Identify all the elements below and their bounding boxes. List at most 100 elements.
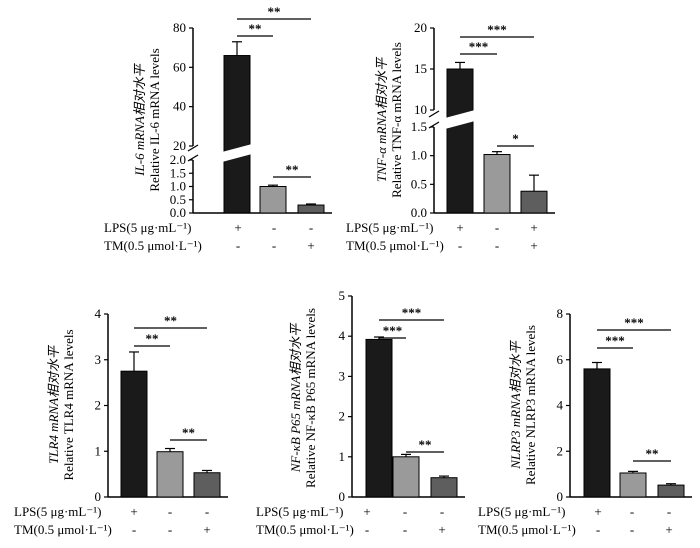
- lps-mark: -: [440, 504, 444, 519]
- tm-mark: +: [530, 238, 537, 253]
- lps-mark: -: [667, 504, 671, 519]
- chart-panel-il6: 0.00.51.01.52.020 40 60 80 ** ** ** IL-6 mRNA相对…: [104, 4, 332, 253]
- y-axis-label-cn: IL-6 mRNA相对水平: [132, 62, 147, 177]
- bar-lps: [619, 472, 647, 498]
- y-axis-label-en: Relative TLR4 mRNA levels: [61, 329, 76, 480]
- y-tick-label: 0.0: [170, 205, 186, 220]
- bar-lps: [156, 451, 184, 498]
- bar-control: [120, 370, 148, 498]
- tm-mark: -: [168, 522, 172, 537]
- significance-label: **: [268, 4, 281, 19]
- y-tick-label: 1: [95, 443, 102, 458]
- lps-mark: +: [234, 220, 241, 235]
- bar-break-gap: [445, 110, 475, 129]
- bar-control: [365, 338, 393, 498]
- y-tick-label: 20: [173, 138, 186, 153]
- axis-break-mark: [187, 144, 199, 152]
- tm-mark: -: [596, 522, 600, 537]
- y-tick-label: 1.0: [411, 148, 427, 163]
- bar-lps-tm: [657, 484, 685, 498]
- significance-label: ***: [624, 315, 644, 330]
- y-tick-label: 15: [414, 61, 427, 76]
- y-tick-label: 4: [557, 398, 564, 413]
- y-axis-label-en: Relative IL-6 mRNA levels: [147, 48, 162, 191]
- axis-break-mark: [428, 110, 440, 118]
- significance-label: **: [182, 425, 195, 440]
- significance-label: ***: [383, 323, 403, 338]
- bar-lps-tm: [193, 472, 221, 498]
- tm-mark: +: [665, 522, 672, 537]
- tm-mark: -: [458, 238, 462, 253]
- y-tick-label: 0.5: [411, 176, 427, 191]
- lps-row-label: LPS(5 μg·mL⁻¹): [346, 220, 433, 235]
- bar-lps-tm: [297, 204, 325, 214]
- tm-mark: -: [630, 522, 634, 537]
- lps-mark: +: [130, 504, 137, 519]
- lps-row-label: LPS(5 μg·mL⁻¹): [256, 504, 343, 519]
- significance-label: ***: [469, 39, 489, 54]
- significance-label: ***: [487, 22, 507, 37]
- y-tick-label: 4: [95, 306, 102, 321]
- significance-label: **: [164, 313, 177, 328]
- lps-mark: -: [630, 504, 634, 519]
- lps-row-label: LPS(5 μg·mL⁻¹): [104, 220, 191, 235]
- y-axis-label-en: Relative NF-κB P65 mRNA levels: [303, 308, 318, 488]
- bar-lps-tm: [520, 190, 548, 214]
- y-tick-label: 10: [414, 102, 427, 117]
- lps-mark: -: [309, 220, 313, 235]
- bar-control: [446, 68, 474, 214]
- y-tick-label: 1.5: [411, 119, 427, 134]
- y-axis-label-cn: NLRP3 mRNA相对水平: [508, 339, 523, 469]
- tm-mark: -: [495, 238, 499, 253]
- y-tick-label: 3: [339, 368, 346, 383]
- lps-mark: +: [594, 504, 601, 519]
- tm-row-label: TM(0.5 μmol·L⁻¹): [14, 522, 112, 537]
- lps-mark: -: [205, 504, 209, 519]
- y-tick-label: 80: [173, 20, 186, 35]
- tm-row-label: TM(0.5 μmol·L⁻¹): [478, 522, 576, 537]
- y-tick-label: 8: [557, 306, 564, 321]
- significance-label: ***: [402, 305, 422, 320]
- y-tick-label: 2: [557, 443, 564, 458]
- tm-mark: -: [272, 238, 276, 253]
- lps-mark: -: [168, 504, 172, 519]
- y-tick-label: 2.0: [170, 152, 186, 167]
- tm-mark: -: [403, 522, 407, 537]
- y-tick-label: 1: [339, 449, 346, 464]
- y-axis-label-cn: TNF-α mRNA相对水平: [374, 56, 389, 182]
- y-tick-label: 40: [173, 99, 186, 114]
- y-tick-label: 0: [95, 489, 102, 504]
- significance-label: *: [512, 131, 519, 146]
- lps-mark: -: [272, 220, 276, 235]
- y-axis-label-en: Relative NLRP3 mRNA levels: [523, 325, 538, 485]
- bar-control: [583, 368, 611, 498]
- y-tick-label: 60: [173, 59, 186, 74]
- lps-mark: +: [530, 220, 537, 235]
- y-tick-label: 2: [95, 398, 102, 413]
- significance-label: **: [419, 437, 432, 452]
- y-tick-label: 1.0: [170, 179, 186, 194]
- significance-label: **: [146, 331, 159, 346]
- bar-break-gap: [222, 144, 252, 162]
- bar-lps-tm: [430, 477, 458, 498]
- y-tick-label: 0.5: [170, 192, 186, 207]
- tm-mark: +: [438, 522, 445, 537]
- y-axis-label-en: Relative TNF-α mRNA levels: [389, 42, 404, 198]
- significance-label: **: [249, 21, 262, 36]
- tm-row-label: TM(0.5 μmol·L⁻¹): [256, 522, 354, 537]
- tm-mark: -: [365, 522, 369, 537]
- chart-panel-tlr4: 0 1 2 3 4 ** ** ** TLR4 mRNA相对水平 Relative TLR4 mR…: [14, 306, 228, 537]
- bar-control: [223, 55, 251, 214]
- tm-row-label: TM(0.5 μmol·L⁻¹): [104, 238, 202, 253]
- bar-lps: [392, 456, 420, 498]
- y-tick-label: 4: [339, 328, 346, 343]
- tm-mark: +: [307, 238, 314, 253]
- y-tick-label: 0.0: [411, 205, 427, 220]
- significance-label: **: [646, 446, 659, 461]
- tm-mark: +: [203, 522, 210, 537]
- y-tick-label: 0: [557, 489, 564, 504]
